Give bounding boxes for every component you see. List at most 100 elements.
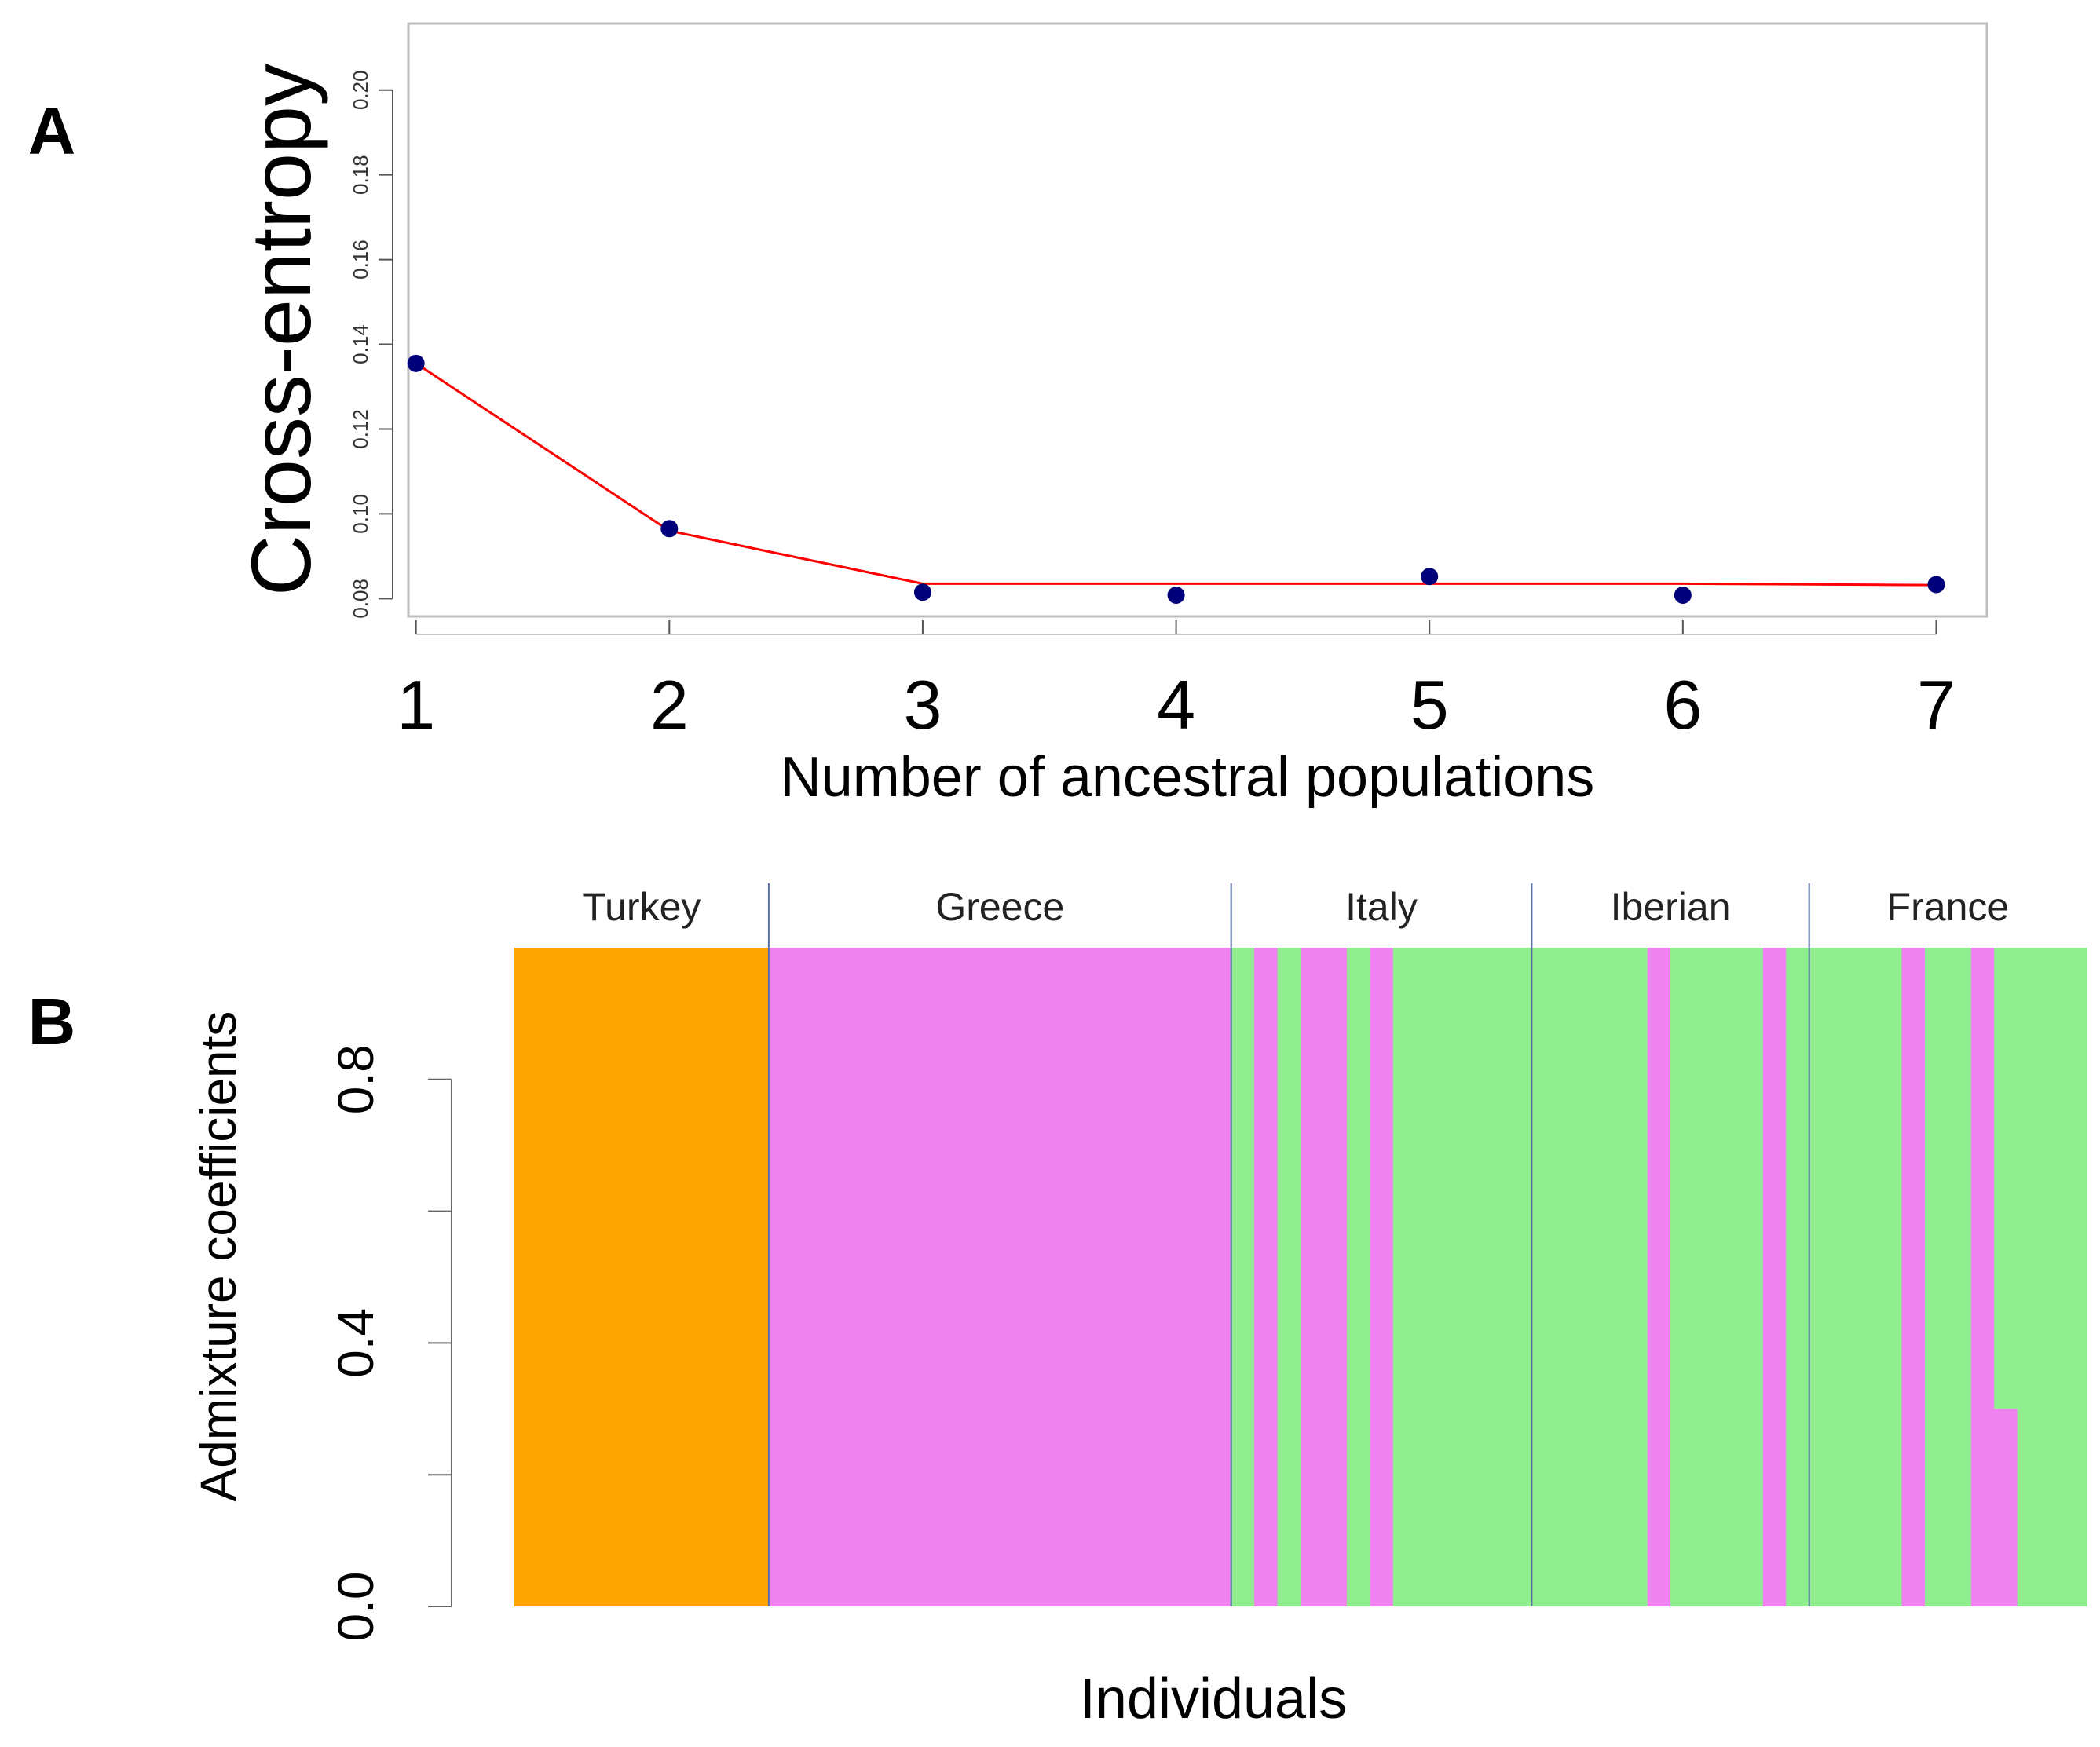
cross-entropy-chart: 0.08 0.10 0.12 0.14 0.16 0.18 0.20 1 2 3 4 5 6 7 Cro… [233,22,1988,809]
admixture-bar-segment [1231,948,1255,1606]
admixture-bar-segment [1901,948,1926,1606]
admixture-chart: Turkey Greece Italy Iberian France 0.0 0.4 0.8… [190,883,2087,1731]
admixture-bar-segment [722,948,747,1606]
a-y-axis-title: Cross-entropy [233,64,328,596]
a-x-tick-label: 6 [1663,666,1702,744]
admixture-bar-segment [1323,948,1348,1606]
admixture-bar-segment [1115,948,1140,1606]
plot-a-frame [407,22,1988,618]
population-labels: Turkey Greece Italy Iberian France [582,885,2009,929]
a-x-tick-label: 2 [650,666,689,744]
admixture-bar-segment [2063,948,2087,1606]
b-x-axis-title: Individuals [1080,1668,1347,1731]
admixture-bar-segment [1162,948,1186,1606]
admixture-bar-segment [953,948,978,1606]
admixture-bar-segment [1601,948,1625,1606]
admixture-bar-segment [1000,948,1024,1606]
a-y-tick-label: 0.14 [349,324,372,364]
cross-entropy-point-series [407,354,1945,605]
admixture-bar-segment [884,948,909,1606]
admixture-bar-segment [1301,948,1325,1606]
admixture-bar-segment [1208,948,1232,1606]
admixture-bars [514,948,2087,1606]
admixture-bar-segment [1023,948,1047,1606]
population-label: Greece [935,885,1064,929]
admixture-bar-segment [1855,948,1879,1606]
a-y-tick-label: 0.12 [349,409,372,449]
admixture-bar-segment [838,948,862,1606]
panel-a-label: A [28,94,76,168]
population-dividers [767,883,1810,1606]
b-y-tick-label: 0.8 [327,1044,384,1114]
admixture-bar-segment [1462,948,1487,1606]
admixture-bar-segment [1531,948,1556,1606]
admixture-bar-segment [584,948,608,1606]
cross-entropy-point [1421,568,1439,586]
admixture-bar-segment [2017,948,2041,1606]
admixture-bar-segment [1970,948,1995,1606]
admixture-bar-segment [1716,948,1740,1606]
a-y-tick-label: 0.08 [349,579,372,619]
admixture-bar-segment [1508,948,1533,1606]
admixture-bar-segment [1832,948,1857,1606]
admixture-bar-segment [1046,948,1070,1606]
admixture-bar-segment [1693,948,1718,1606]
admixture-bar-segment [514,948,539,1606]
admixture-bar-segment [930,948,954,1606]
a-x-tick-label: 3 [903,666,942,744]
population-label: France [1887,885,2010,929]
admixture-bar-segment [1624,948,1648,1606]
admixture-bar-segment [653,948,677,1606]
cross-entropy-point [913,583,931,601]
admixture-bar-segment [814,948,839,1606]
admixture-bar-segment [1578,948,1602,1606]
cross-entropy-point [660,520,679,538]
cross-entropy-point [407,354,425,372]
admixture-bar-segment [1069,948,1093,1606]
admixture-bar-segment [1439,948,1463,1606]
admixture-bar-segment [1924,948,1948,1606]
cross-entropy-point [1674,587,1692,605]
admixture-bar-segment [1184,948,1209,1606]
cross-entropy-line-series [415,362,1937,587]
admixture-bar-segment [1416,948,1440,1606]
admixture-y-axis: 0.0 0.4 0.8 [327,1044,452,1641]
a-y-tick-label: 0.20 [349,70,372,110]
admixture-bar-segment [1994,1409,2018,1606]
admixture-bar-segment [676,948,701,1606]
cross-entropy-y-axis: 0.08 0.10 0.12 0.14 0.16 0.18 0.20 [349,70,393,619]
admixture-bar-segment [745,948,770,1606]
population-label: Turkey [582,885,701,929]
admixture-bar-segment [1485,948,1509,1606]
admixture-bar-segment [2040,948,2065,1606]
admixture-bar-segment [1762,948,1787,1606]
b-y-tick-label: 0.4 [327,1308,384,1378]
admixture-bar-segment [1647,948,1671,1606]
a-y-tick-label: 0.16 [349,239,372,280]
admixture-bar-segment [1277,948,1301,1606]
admixture-bar-segment [560,948,584,1606]
admixture-bar-segment [606,948,631,1606]
a-x-tick-label: 1 [397,666,435,744]
admixture-bar-segment [792,948,816,1606]
b-y-axis-title: Admixture coefficients [190,1011,247,1502]
admixture-bar-segment [1879,948,1903,1606]
admixture-bar-segment [861,948,885,1606]
population-label: Italy [1345,885,1418,929]
a-x-tick-label: 5 [1410,666,1449,744]
b-y-tick-label: 0.0 [327,1572,384,1642]
admixture-bar-segment [1670,948,1695,1606]
admixture-bar-segment [976,948,1001,1606]
a-y-tick-label: 0.10 [349,494,372,534]
admixture-bar-segment [699,948,723,1606]
panel-b-label: B [28,985,76,1058]
cross-entropy-point [1167,587,1185,605]
admixture-bar-segment [1994,948,2018,1409]
admixture-bar-segment [1138,948,1162,1606]
admixture-bar-segment [907,948,931,1606]
a-x-tick-label: 7 [1917,666,1955,744]
a-x-tick-label: 4 [1157,666,1195,744]
populations-x-axis: 1 2 3 4 5 6 7 [397,620,1955,744]
admixture-bar-segment [1554,948,1579,1606]
